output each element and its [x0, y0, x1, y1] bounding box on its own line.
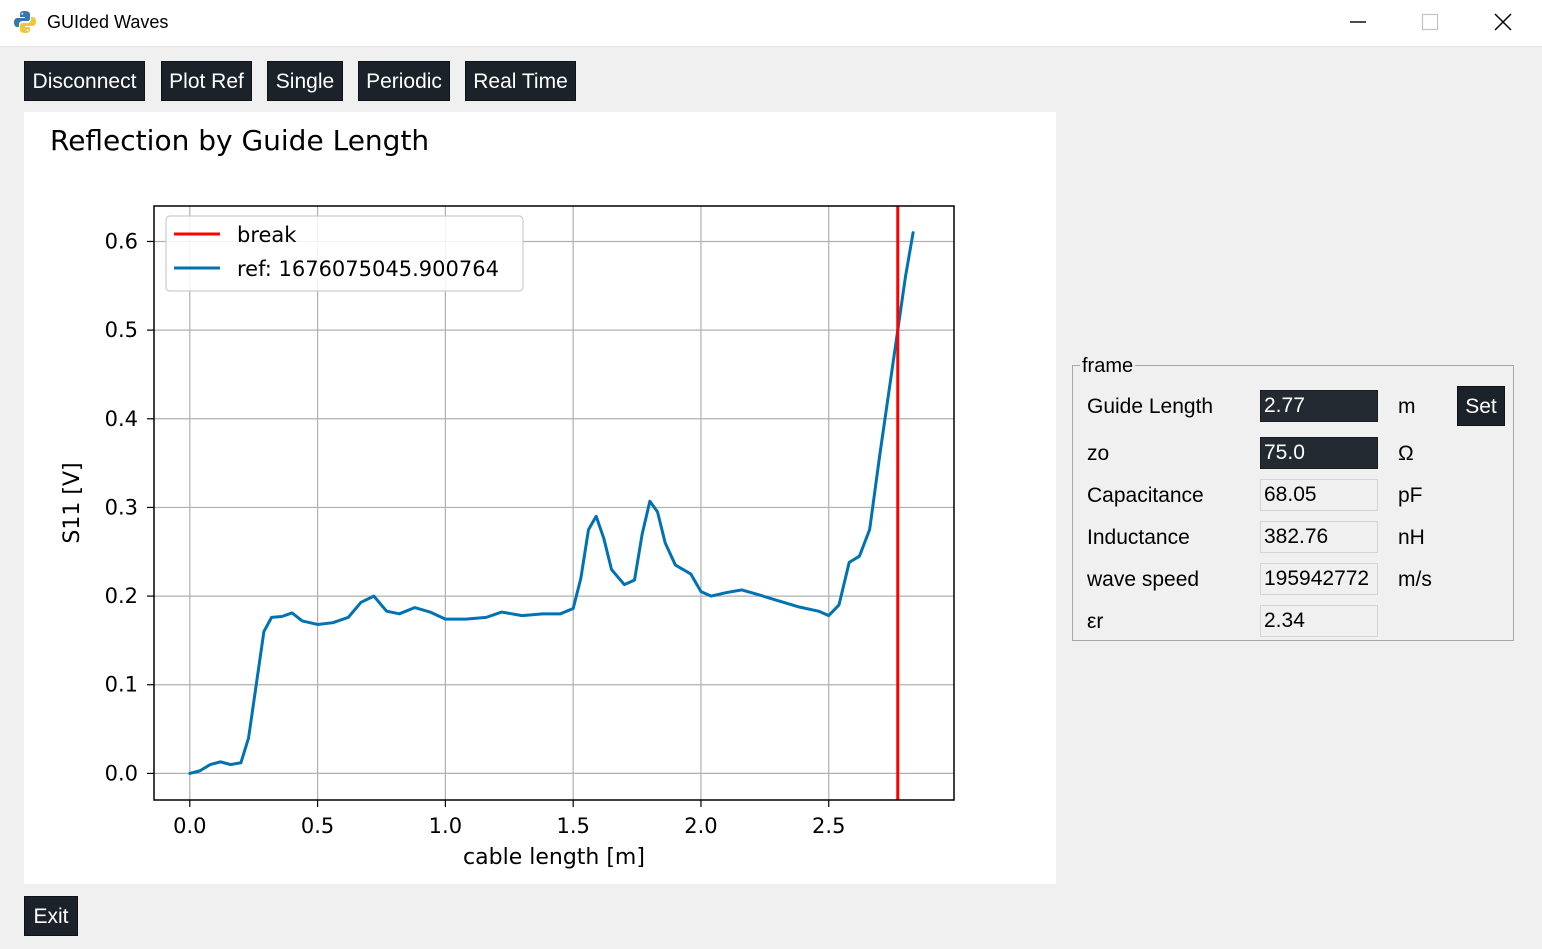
chart-grid: [154, 206, 954, 800]
legend-box: [165, 215, 524, 292]
legend-label: break: [237, 223, 297, 247]
capacitance-unit: pF: [1398, 484, 1423, 507]
zo-unit: Ω: [1398, 442, 1414, 465]
title-bar: GUIded Waves: [0, 0, 1542, 47]
set-button[interactable]: Set: [1457, 386, 1505, 426]
maximize-button[interactable]: [1394, 0, 1466, 44]
inductance-unit: nH: [1398, 526, 1425, 549]
exit-button[interactable]: Exit: [24, 896, 78, 936]
minimize-icon: [1350, 21, 1366, 23]
close-button[interactable]: [1467, 0, 1539, 44]
x-tick-label: 2.5: [812, 814, 845, 838]
y-tick-label: 0.6: [105, 229, 138, 253]
permittivity-field: 2.34: [1260, 605, 1378, 637]
plot-title: Reflection by Guide Length: [50, 124, 430, 157]
minimize-button[interactable]: [1322, 0, 1394, 44]
x-axis-label: cable length [m]: [463, 845, 645, 870]
single-button[interactable]: Single: [267, 61, 343, 101]
close-icon: [1494, 13, 1512, 31]
y-tick-label: 0.0: [105, 761, 138, 785]
ref-series-line: [188, 231, 915, 775]
x-tick-label: 1.5: [556, 814, 589, 838]
capacitance-label: Capacitance: [1087, 484, 1204, 507]
axes-frame: [153, 205, 955, 801]
python-app-icon: [14, 11, 36, 33]
plot-ref-button[interactable]: Plot Ref: [161, 61, 252, 101]
guide-length-unit: m: [1398, 395, 1416, 418]
guide-length-input[interactable]: 2.77: [1260, 390, 1378, 422]
y-tick-label: 0.4: [105, 407, 138, 431]
zo-label: zo: [1087, 442, 1110, 465]
wave-speed-unit: m/s: [1398, 568, 1432, 591]
guide-length-label: Guide Length: [1087, 395, 1214, 418]
wave-speed-label: wave speed: [1087, 568, 1200, 591]
legend-label: ref: 1676075045.900764: [237, 257, 499, 281]
y-tick-label: 0.5: [105, 318, 138, 342]
capacitance-field: 68.05: [1260, 479, 1378, 511]
chart-series: [188, 206, 915, 800]
permittivity-label: εr: [1087, 610, 1104, 633]
y-tick-label: 0.3: [105, 495, 138, 519]
frame-legend: frame: [1080, 355, 1136, 378]
chart-legend: break ref: 1676075045.900764: [165, 215, 524, 292]
x-tick-label: 1.0: [429, 814, 462, 838]
inductance-field: 382.76: [1260, 521, 1378, 553]
inductance-label: Inductance: [1087, 526, 1190, 549]
reflection-chart: 0.0 0.5 1.0 1.5 2.0 2.50.00.10.20.30.40.50.6 …: [60, 205, 955, 870]
x-tick-label: 2.0: [684, 814, 717, 838]
y-axis-label: S11 [V]: [60, 462, 85, 543]
disconnect-button[interactable]: Disconnect: [24, 61, 145, 101]
chart-ticks: 0.0 0.5 1.0 1.5 2.0 2.5 0.0 0.1 0.2 0.3 0.4 0.5 0.6: [105, 229, 846, 838]
x-tick-label: 0.5: [301, 814, 334, 838]
y-tick-label: 0.1: [105, 673, 138, 697]
real-time-button[interactable]: Real Time: [465, 61, 576, 101]
wave-speed-field: 195942772: [1260, 563, 1378, 595]
frame-groupbox: [1072, 365, 1514, 641]
x-tick-label: 0.0: [173, 814, 206, 838]
periodic-button[interactable]: Periodic: [358, 61, 450, 101]
window-title: GUIded Waves: [47, 12, 169, 32]
zo-input[interactable]: 75.0: [1260, 437, 1378, 469]
maximize-icon: [1421, 13, 1439, 31]
y-tick-label: 0.2: [105, 584, 138, 608]
